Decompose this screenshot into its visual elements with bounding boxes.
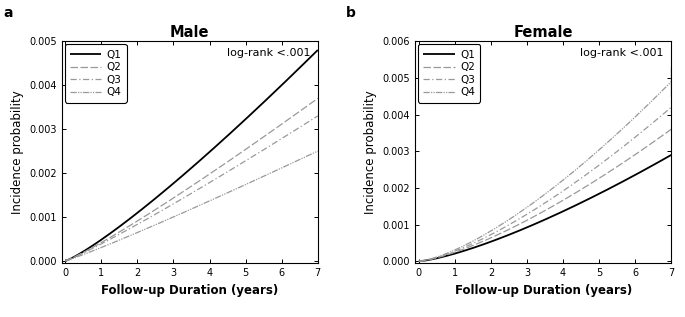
Title: Female: Female [514, 25, 573, 40]
Text: b: b [346, 6, 356, 20]
Y-axis label: Incidence probability: Incidence probability [364, 90, 377, 214]
Text: log-rank <.001: log-rank <.001 [227, 48, 310, 58]
Y-axis label: Incidence probability: Incidence probability [10, 90, 23, 214]
Text: a: a [3, 6, 13, 20]
Text: log-rank <.001: log-rank <.001 [580, 48, 664, 58]
X-axis label: Follow-up Duration (years): Follow-up Duration (years) [455, 283, 632, 296]
Legend: Q1, Q2, Q3, Q4: Q1, Q2, Q3, Q4 [65, 44, 127, 103]
X-axis label: Follow-up Duration (years): Follow-up Duration (years) [101, 283, 278, 296]
Legend: Q1, Q2, Q3, Q4: Q1, Q2, Q3, Q4 [419, 44, 480, 103]
Title: Male: Male [170, 25, 210, 40]
